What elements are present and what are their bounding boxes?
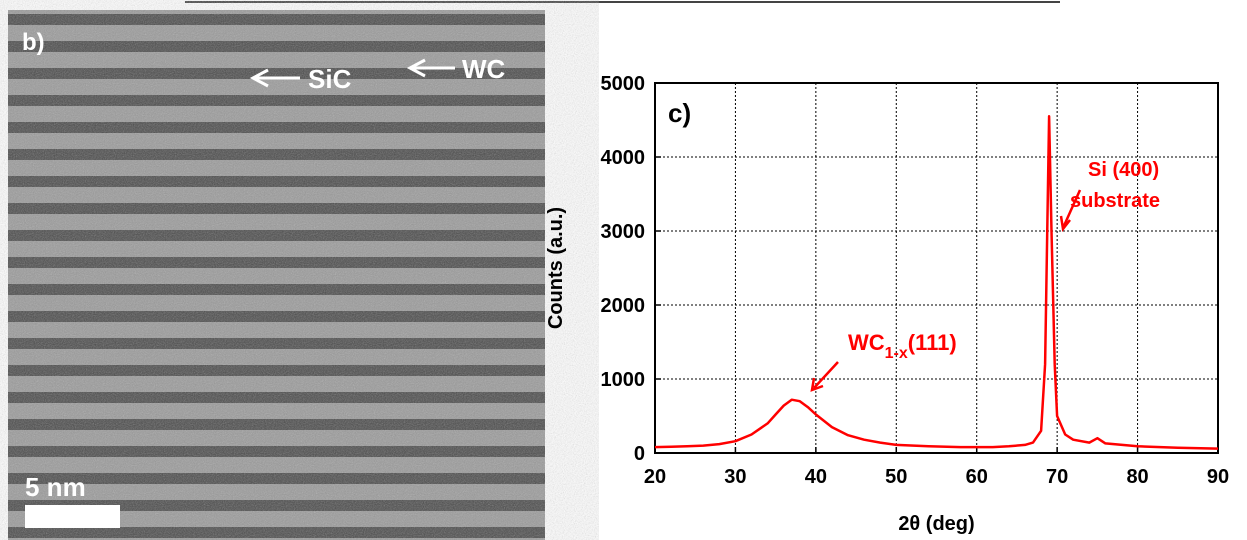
x-tick-label: 50 [885, 466, 907, 488]
arrow [810, 361, 839, 392]
x-tick-label: 60 [966, 466, 988, 488]
plot-frame [654, 82, 1219, 454]
y-tick-label: 3000 [601, 221, 646, 243]
annotation: substrate [1070, 190, 1160, 212]
annotation: Si (400) [1088, 159, 1159, 181]
arrow [406, 58, 455, 78]
xrd-chart: 0 1000 2000 3000 4000 5000 20 30 40 50 60 70 80 90 2θ … [545, 73, 1229, 535]
scale-bar-label: 5 nm [25, 472, 86, 502]
y-tick-label: 4000 [601, 147, 646, 169]
annotation-part: (111) [908, 330, 957, 355]
annotation-part: 1-x [885, 345, 908, 362]
y-tick-label: 5000 [601, 73, 646, 95]
annotation: SiC [308, 64, 352, 94]
x-tick-label: 40 [805, 466, 827, 488]
data-line [654, 115, 1219, 450]
x-tick-label: 30 [724, 466, 746, 488]
image-noise [8, 10, 545, 540]
arrow [1059, 189, 1082, 233]
arrow [249, 68, 300, 88]
x-tick-label: 90 [1207, 466, 1229, 488]
annotation-part: WC [848, 330, 885, 355]
x-tick-label: 70 [1046, 466, 1068, 488]
y-tick-label: 0 [634, 443, 645, 465]
tem-image: b) SiC WC 5 nm [8, 10, 545, 540]
annotation: WC1-x(111) [848, 330, 957, 362]
x-tick-label: 20 [644, 466, 666, 488]
panel-label: c) [668, 98, 691, 128]
y-tick-label: 2000 [601, 295, 646, 317]
y-tick-label: 1000 [601, 369, 646, 391]
x-axis-label: 2θ (deg) [898, 513, 974, 535]
scale-bar [25, 505, 120, 528]
panel-label: b) [22, 29, 45, 56]
y-axis-label: Counts (a.u.) [545, 207, 567, 329]
x-tick-label: 80 [1126, 466, 1148, 488]
annotation: WC [462, 54, 506, 84]
